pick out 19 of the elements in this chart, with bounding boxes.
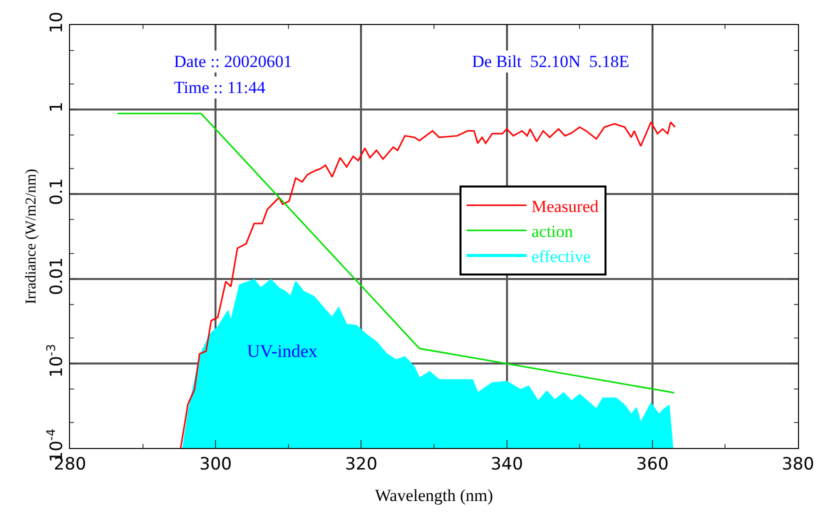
line-series: [180, 121, 676, 448]
y-tick-label: 1: [47, 102, 68, 112]
y-tick-label: 0.1: [47, 178, 68, 206]
y-tick-label: 10: [47, 12, 68, 34]
x-tick-label: 360: [636, 454, 669, 474]
annotation: De Bilt 52.10N 5.18E: [472, 52, 630, 71]
annotation: Date :: 20020601: [174, 52, 292, 71]
annotation: UV-index: [247, 341, 318, 361]
x-tick-label: 300: [199, 454, 232, 474]
legend-label: effective: [531, 247, 591, 266]
x-tick-label: 340: [490, 454, 524, 474]
annotation: Time :: 11:44: [174, 78, 266, 97]
x-tick-label: 320: [344, 454, 378, 474]
x-tick-label: 380: [782, 454, 814, 474]
y-tick-label: 0.01: [47, 257, 68, 296]
legend-label: Measured: [531, 196, 600, 216]
y-axis-title: Irradiance (W/m2/nm): [23, 168, 40, 304]
legend-label: action: [531, 222, 574, 242]
x-axis-title: Wavelength (nm): [374, 486, 494, 505]
